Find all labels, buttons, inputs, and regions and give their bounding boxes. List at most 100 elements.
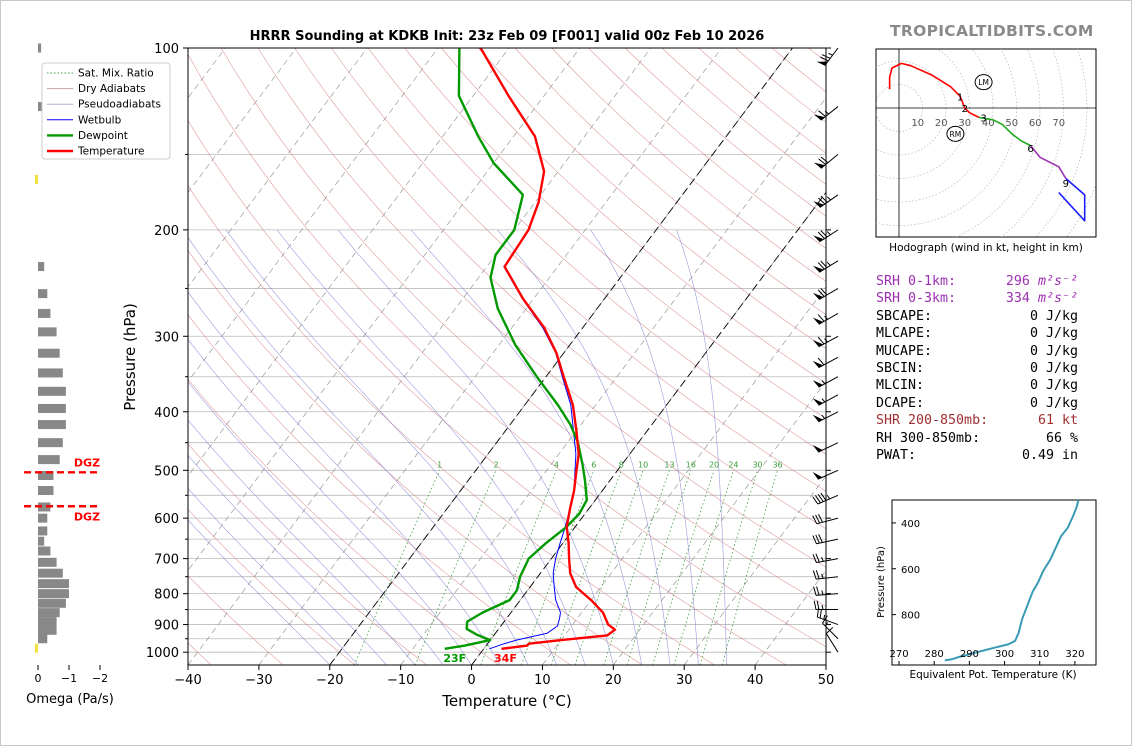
dgz-label: DGZ xyxy=(74,456,100,469)
hodograph-ring-label: 40 xyxy=(982,118,995,129)
barb-pennant xyxy=(813,265,824,273)
barb-staff xyxy=(825,633,839,653)
stat-value: 334 m²s⁻² xyxy=(996,290,1106,307)
wind-barb xyxy=(813,106,839,121)
barb-staff xyxy=(816,576,839,580)
barb-staff xyxy=(819,229,839,243)
isotherm-line xyxy=(188,48,439,383)
y-tick-label: 400 xyxy=(154,406,179,421)
dgz-label: DGZ xyxy=(74,510,100,523)
stat-value: 0 J/kg xyxy=(996,395,1106,412)
mixing-ratio-line xyxy=(721,470,778,665)
barb-flag xyxy=(817,262,825,270)
stat-row: MLCAPE: 0 J/kg xyxy=(876,325,1106,342)
chart-title: HRRR Sounding at KDKB Init: 23z Feb 09 [… xyxy=(250,29,765,44)
barb-flag xyxy=(818,158,826,165)
barb-pennant xyxy=(812,398,824,406)
omega-bar xyxy=(38,568,63,578)
barb-flag xyxy=(817,231,825,239)
skewt-xlabel: Temperature (°C) xyxy=(441,692,571,710)
hodograph-ring-label: 10 xyxy=(911,118,924,129)
omega-bar xyxy=(38,617,57,627)
wind-barb xyxy=(812,442,839,453)
barb-flag xyxy=(820,156,829,164)
omega-bar xyxy=(38,327,57,337)
y-tick-label: 800 xyxy=(154,588,179,603)
barb-flag xyxy=(813,586,817,596)
wind-barb xyxy=(813,260,839,273)
theta-e-profile xyxy=(944,499,1080,662)
barb-half-flag xyxy=(821,573,824,579)
mixing-ratio-label: 2 xyxy=(493,460,498,469)
skewt-axes: −40 −30 −20 −10 0 10 20 30 40 50 100 200 300 400 500 60… xyxy=(146,42,834,688)
barb-half-flag xyxy=(821,556,824,562)
skewt-frame xyxy=(187,47,827,666)
omega-bar xyxy=(34,174,38,184)
storm-motion-label: RM xyxy=(950,130,962,139)
barb-pennant xyxy=(813,162,825,169)
dry-adiabat xyxy=(220,48,826,607)
barb-staff xyxy=(817,616,839,626)
x-tick-label: 40 xyxy=(747,673,764,688)
isotherm-line xyxy=(188,48,368,288)
stat-unit: m²s⁻² xyxy=(1037,274,1078,289)
surface-temperature-label: 34F xyxy=(494,652,517,665)
y-tick-label: 300 xyxy=(154,330,179,345)
barb-flag xyxy=(814,495,821,504)
barb-flag xyxy=(820,287,828,296)
y-tick-label: 700 xyxy=(154,553,179,568)
wind-barb xyxy=(812,394,839,406)
omega-bar xyxy=(38,420,66,430)
barb-pennant xyxy=(812,445,823,453)
wind-barb xyxy=(816,47,839,66)
stat-value: 0.49 in xyxy=(996,447,1106,464)
hodograph-height-label: 3 xyxy=(980,113,986,124)
barb-flag xyxy=(817,493,824,502)
dry-adiabat xyxy=(478,48,826,349)
barb-staff xyxy=(818,313,839,325)
stat-number: 334 xyxy=(1005,291,1030,307)
wind-barb xyxy=(812,376,839,388)
moist-adiabat xyxy=(188,519,331,665)
barb-half-flag xyxy=(821,398,826,403)
omega-bar xyxy=(34,643,38,653)
stat-number: 0 xyxy=(1029,395,1038,411)
dry-adiabat xyxy=(294,48,826,530)
barb-pennant xyxy=(812,414,823,422)
isotherm-line xyxy=(188,48,652,665)
stat-label: MUCAPE: xyxy=(876,343,933,359)
barb-staff xyxy=(818,376,839,388)
legend-label: Pseudoadiabats xyxy=(78,99,161,111)
skewt-ylabel: Pressure (hPa) xyxy=(121,303,139,411)
stat-number: 296 xyxy=(1005,274,1030,289)
stat-label: RH 300-850mb: xyxy=(876,430,981,446)
mixing-ratio-label: 13 xyxy=(664,460,674,469)
wind-barb xyxy=(812,514,839,525)
omega-bar xyxy=(38,526,48,536)
dry-adiabat xyxy=(188,185,715,665)
wind-barb xyxy=(812,570,839,580)
y-tick-label: 500 xyxy=(154,464,179,479)
barb-flag xyxy=(812,535,817,544)
omega-bar xyxy=(38,102,45,112)
omega-bar xyxy=(38,589,69,599)
moist-adiabat xyxy=(188,419,416,665)
barb-half-flag xyxy=(826,231,831,236)
dry-adiabat xyxy=(441,48,826,384)
mixing-ratio-line xyxy=(652,470,715,665)
omega-bar xyxy=(38,43,42,53)
stat-unit: J/kg xyxy=(1045,343,1078,359)
stat-number: 0 xyxy=(1029,343,1038,359)
moist-adiabat xyxy=(590,229,699,665)
mixing-ratio-line xyxy=(521,470,595,665)
moist-adiabat xyxy=(337,229,614,665)
wind-barb xyxy=(812,356,839,369)
barb-staff xyxy=(820,154,839,169)
dry-adiabat xyxy=(188,443,428,665)
theta-e-x-tick-label: 310 xyxy=(1030,649,1049,660)
omega-bar xyxy=(38,262,45,272)
stat-unit: J/kg xyxy=(1045,308,1078,324)
barb-half-flag xyxy=(824,110,829,115)
barb-pennant xyxy=(812,317,824,325)
barb-half-flag xyxy=(824,315,828,320)
